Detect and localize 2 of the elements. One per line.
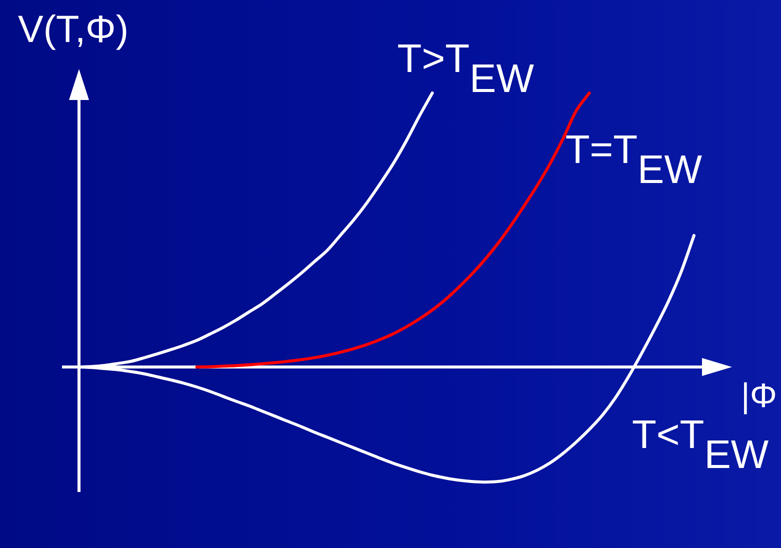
x-axis-title: |Φ [741,377,777,416]
y-axis-title: V(T,Φ) [18,8,129,51]
